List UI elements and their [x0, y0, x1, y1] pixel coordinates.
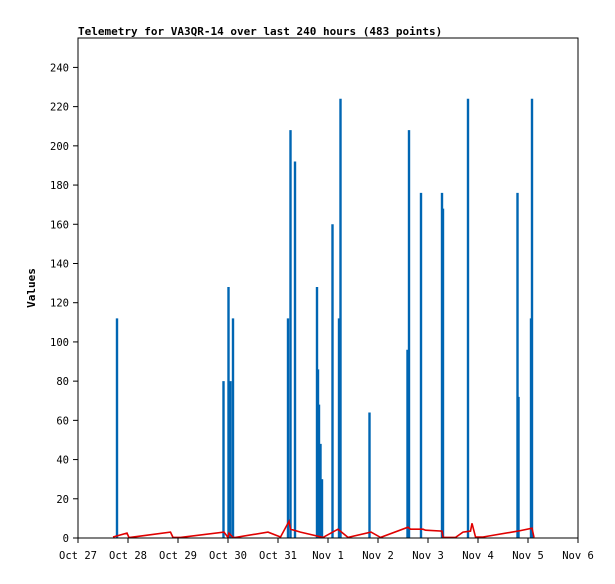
- x-tick-label: Nov 6: [562, 550, 594, 562]
- y-tick-label: 60: [56, 415, 69, 427]
- telemetry-bars: [115, 98, 534, 539]
- x-tick-label: Nov 1: [312, 550, 344, 562]
- x-tick-label: Oct 30: [209, 550, 247, 562]
- y-axis: 0 20 40 60 80 100 120 140 160 180 200 220 240: [50, 62, 78, 545]
- y-axis-label: Values: [25, 268, 38, 308]
- chart-title: Telemetry for VA3QR-14 over last 240 hou…: [78, 25, 442, 38]
- y-tick-label: 100: [50, 337, 69, 349]
- x-tick-label: Oct 29: [159, 550, 197, 562]
- x-tick-label: Nov 3: [412, 550, 444, 562]
- red-line-series: [112, 518, 535, 540]
- y-tick-label: 0: [63, 533, 69, 545]
- x-tick-label: Nov 2: [362, 550, 394, 562]
- x-tick-label: Oct 28: [109, 550, 147, 562]
- y-tick-label: 240: [50, 62, 69, 74]
- x-axis: Oct 27 Oct 28 Oct 29 Oct 30 Oct 31 Nov 1 Nov 2…: [59, 538, 594, 562]
- plot-frame: [77, 37, 579, 539]
- y-tick-label: 80: [56, 376, 69, 388]
- y-tick-label: 140: [50, 258, 69, 270]
- y-tick-label: 20: [56, 494, 69, 506]
- y-tick-label: 200: [50, 141, 69, 153]
- x-tick-label: Nov 4: [462, 550, 494, 562]
- telemetry-line: [112, 518, 535, 540]
- x-tick-label: Oct 27: [59, 550, 97, 562]
- y-tick-label: 120: [50, 298, 69, 310]
- y-tick-label: 40: [56, 455, 69, 467]
- y-tick-label: 160: [50, 219, 69, 231]
- x-tick-label: Oct 31: [259, 550, 297, 562]
- y-tick-label: 220: [50, 102, 69, 114]
- y-tick-label: 180: [50, 180, 69, 192]
- x-tick-label: Nov 5: [512, 550, 544, 562]
